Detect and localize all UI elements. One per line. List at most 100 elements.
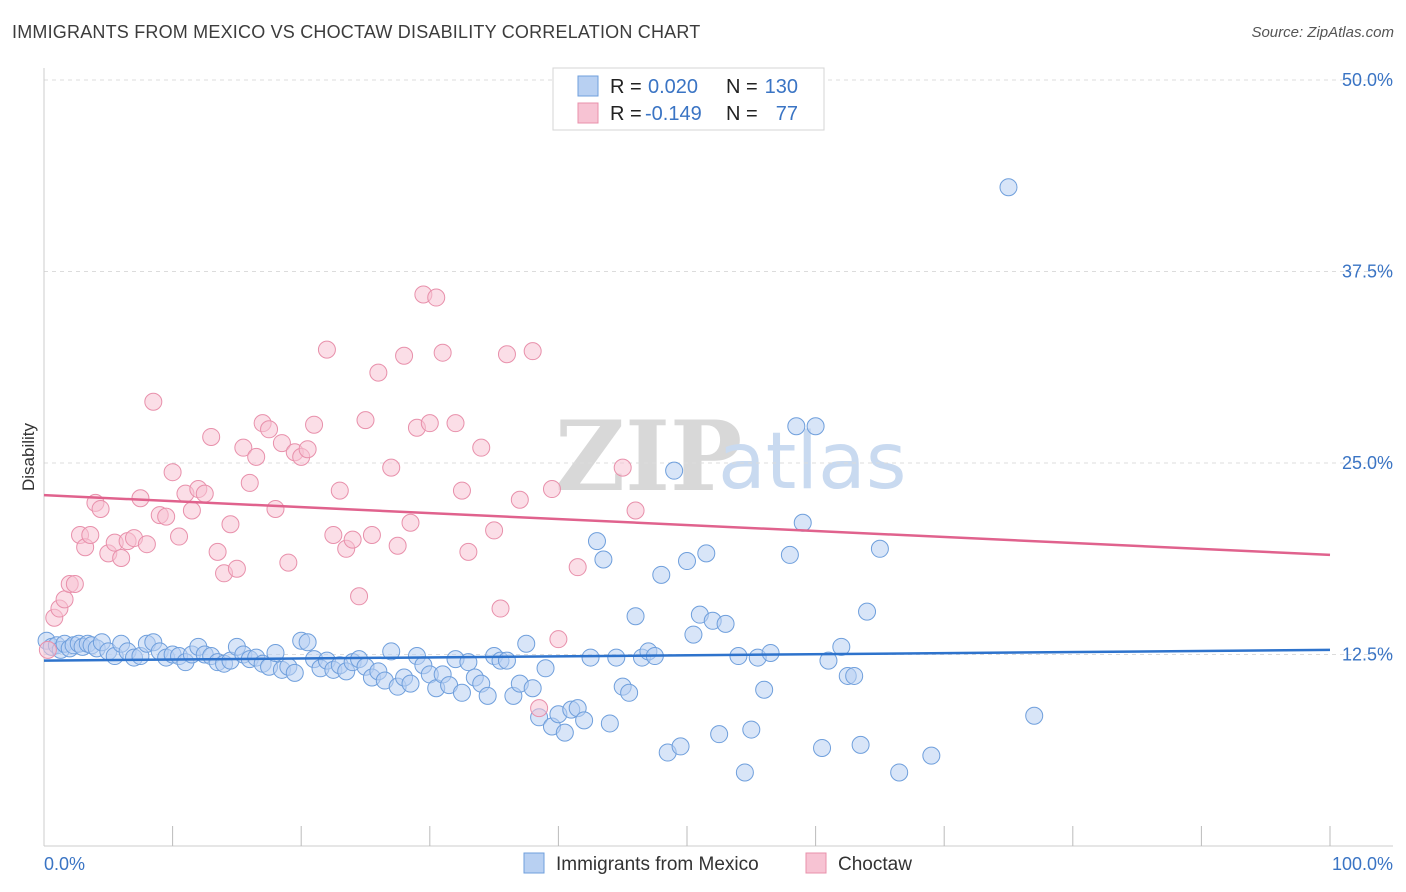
choctaw-point-46	[330, 481, 349, 500]
legend-r-label-1: R =	[610, 76, 642, 98]
choctaw-point-62	[446, 414, 465, 433]
mexico-point-104	[684, 625, 703, 644]
y-tick-label-1: 25.0%	[1342, 453, 1393, 473]
choctaw-point-42	[298, 440, 317, 459]
legend: R = 0.020 N = 130 R = -0.149 N = 77	[552, 67, 825, 131]
mexico-point-125	[851, 735, 870, 754]
axes	[43, 68, 1393, 847]
mexico-point-89	[587, 532, 606, 551]
choctaw-point-61	[433, 343, 452, 362]
choctaw-point-48	[343, 530, 362, 549]
choctaw-point-32	[234, 438, 253, 457]
mexico-point-79	[523, 679, 542, 698]
bottom-legend-label-choctaw: Choctaw	[838, 854, 912, 875]
mexico-point-114	[755, 680, 774, 699]
choctaw-point-67	[491, 599, 510, 618]
mexico-point-72	[478, 686, 497, 705]
mexico-point-44	[298, 633, 317, 652]
choctaw-point-69	[510, 490, 529, 509]
choctaw-point-18	[144, 392, 163, 411]
choctaw-point-73	[549, 630, 568, 649]
mexico-point-122	[832, 637, 851, 656]
mexico-point-108	[710, 725, 729, 744]
choctaw-point-13	[112, 548, 131, 567]
legend-n-value-1: 130	[765, 76, 798, 98]
choctaw-point-71	[530, 699, 549, 718]
y-tick-label-3: 50.0%	[1342, 70, 1393, 90]
trend-line-mexico	[43, 648, 1331, 662]
choctaw-point-31	[227, 559, 246, 578]
legend-swatch-pink	[577, 102, 599, 124]
grid-lines	[44, 79, 1393, 655]
mexico-point-124	[845, 666, 864, 685]
choctaw-point-34	[247, 447, 266, 466]
choctaw-point-56	[401, 513, 420, 532]
chart-title: IMMIGRANTS FROM MEXICO VS CHOCTAW DISABI…	[12, 22, 701, 42]
choctaw-point-21	[163, 463, 182, 482]
choctaw-point-50	[356, 411, 375, 430]
choctaw-point-28	[208, 542, 227, 561]
choctaw-point-26	[195, 484, 214, 503]
mexico-point-102	[671, 737, 690, 756]
choctaw-point-51	[362, 526, 381, 545]
mexico-point-119	[806, 417, 825, 436]
mexico-point-130	[999, 178, 1018, 197]
mexico-point-116	[780, 545, 799, 564]
mexico-point-99	[652, 565, 671, 584]
mexico-point-115	[761, 643, 780, 662]
choctaw-point-54	[388, 536, 407, 555]
choctaw-point-0	[38, 640, 57, 659]
choctaw-point-20	[157, 507, 176, 526]
mexico-point-109	[716, 614, 735, 633]
y-axis-label: Disability	[19, 422, 38, 491]
legend-n-label-1: N =	[726, 76, 758, 98]
legend-n-value-2: 77	[776, 103, 798, 125]
choctaw-point-33	[240, 473, 259, 492]
choctaw-point-39	[279, 553, 298, 572]
choctaw-point-49	[350, 587, 369, 606]
mexico-point-91	[600, 714, 619, 733]
mexico-point-111	[735, 763, 754, 782]
series-choctaw	[38, 285, 645, 718]
mexico-point-120	[813, 738, 832, 757]
mexico-point-92	[607, 648, 626, 667]
choctaw-point-24	[182, 501, 201, 520]
choctaw-point-59	[420, 414, 439, 433]
mexico-point-90	[594, 550, 613, 569]
choctaw-point-64	[459, 542, 478, 561]
choctaw-point-36	[260, 420, 279, 439]
mexico-point-112	[742, 720, 761, 739]
choctaw-point-60	[427, 288, 446, 307]
choctaw-point-66	[485, 521, 504, 540]
mexico-point-88	[581, 648, 600, 667]
mexico-point-106	[697, 544, 716, 563]
mexico-point-127	[870, 539, 889, 558]
mexico-point-87	[575, 711, 594, 730]
mexico-point-57	[382, 642, 401, 661]
legend-swatch-blue	[577, 75, 599, 97]
choctaw-point-5	[65, 575, 84, 594]
choctaw-point-38	[272, 434, 291, 453]
choctaw-point-44	[317, 340, 336, 359]
x-tick-label-min: 0.0%	[44, 854, 85, 874]
mexico-point-81	[536, 659, 555, 678]
y-tick-labels: 12.5% 25.0% 37.5% 50.0%	[1342, 70, 1393, 665]
mexico-point-118	[793, 513, 812, 532]
watermark-zip: ZIP	[555, 400, 742, 513]
choctaw-point-3	[55, 590, 74, 609]
choctaw-point-75	[613, 458, 632, 477]
mexico-point-128	[890, 763, 909, 782]
mexico-point-84	[555, 723, 574, 742]
mexico-point-75	[497, 651, 516, 670]
mexico-point-78	[517, 634, 536, 653]
choctaw-point-76	[626, 501, 645, 520]
choctaw-point-8	[81, 526, 100, 545]
legend-r-label-2: R =	[610, 103, 642, 125]
choctaw-point-45	[324, 526, 343, 545]
choctaw-point-74	[568, 558, 587, 577]
mexico-point-95	[626, 607, 645, 626]
choctaw-point-70	[523, 342, 542, 361]
trend-line-choctaw	[43, 493, 1331, 557]
choctaw-point-63	[452, 481, 471, 500]
